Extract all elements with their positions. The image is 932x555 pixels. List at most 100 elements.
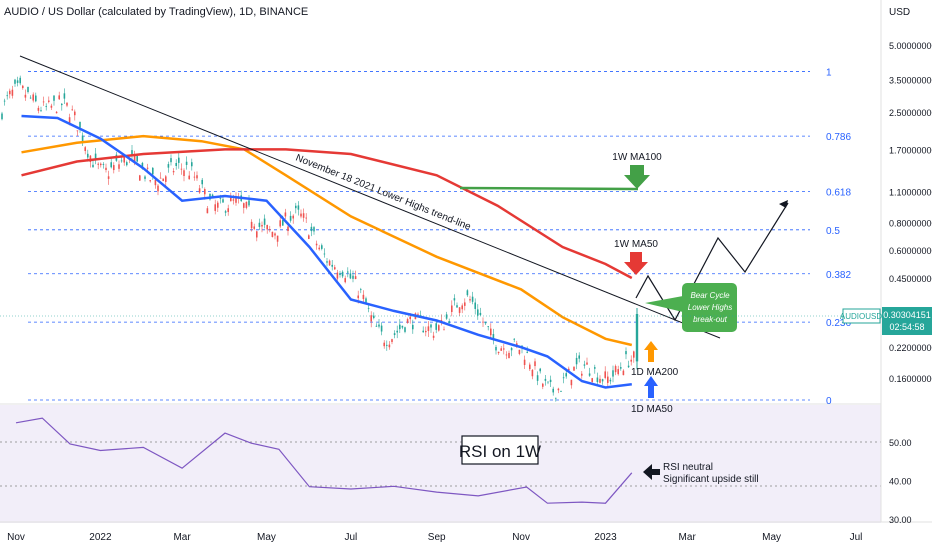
- candle-body: [622, 370, 625, 376]
- candle-body: [557, 388, 560, 391]
- candle-body: [347, 271, 349, 273]
- candle-body: [146, 167, 149, 169]
- time-tick-label: May: [257, 532, 276, 543]
- candle-body: [370, 315, 372, 322]
- rsi-tick-label: 30.00: [889, 515, 912, 525]
- candle-body: [560, 391, 562, 392]
- candle-body: [474, 302, 476, 309]
- candle-body: [500, 348, 502, 351]
- candle-body: [68, 117, 71, 124]
- candle-body: [461, 305, 463, 310]
- candle-body: [42, 101, 45, 103]
- candle-body: [227, 208, 229, 213]
- candle-body: [196, 175, 198, 179]
- candle-body: [55, 111, 58, 114]
- candle-body: [22, 85, 24, 89]
- candle-body: [490, 328, 492, 336]
- candle-body: [471, 296, 474, 302]
- candle-body: [526, 351, 528, 353]
- rsi-line: [15, 417, 633, 504]
- time-tick-label: 2023: [594, 532, 617, 543]
- candle-body: [630, 359, 632, 362]
- candle-body: [313, 227, 315, 232]
- candle-body: [6, 95, 8, 97]
- candle-body: [625, 351, 627, 355]
- candle-body: [282, 220, 284, 226]
- candle-body: [367, 307, 370, 309]
- candle-body: [167, 164, 170, 168]
- candle-body: [157, 185, 159, 192]
- candle-body: [284, 212, 287, 217]
- candle-body: [32, 94, 34, 101]
- candle-body: [61, 103, 63, 106]
- candle-body: [232, 199, 235, 201]
- candle-body: [547, 381, 549, 383]
- candle-body: [612, 370, 614, 377]
- ma200d-label: 1D MA200: [631, 367, 679, 378]
- candle-body: [349, 273, 352, 279]
- candle-body: [279, 220, 281, 227]
- candle-body: [159, 177, 162, 179]
- candle-body: [204, 189, 206, 195]
- price-axis-unit: USD: [889, 7, 910, 18]
- candle-body: [269, 229, 271, 230]
- candle-body: [40, 110, 42, 112]
- candle-body: [123, 156, 125, 163]
- candle-body: [430, 324, 432, 328]
- candle-body: [185, 161, 188, 165]
- candle-body: [206, 208, 209, 214]
- time-tick-label: Nov: [512, 532, 530, 543]
- candle-body: [71, 109, 73, 111]
- breakout-callout: Bear Cycle Lower Highs break-out: [645, 283, 737, 332]
- fib-label: 0.618: [826, 187, 851, 198]
- candle-body: [3, 100, 6, 102]
- fib-label: 0.786: [826, 132, 851, 143]
- candle-body: [102, 164, 105, 165]
- price-tick-label: 0.16000000: [889, 374, 932, 384]
- candle-body: [375, 325, 378, 327]
- candle-body: [586, 362, 588, 365]
- candle-body: [87, 153, 89, 158]
- price-tag-countdown: 02:54:58: [889, 322, 924, 332]
- candle-body: [35, 95, 37, 102]
- price-tick-label: 0.45000000: [889, 274, 932, 284]
- candle-body: [401, 325, 404, 328]
- candle-body: [417, 313, 419, 315]
- candle-body: [596, 377, 599, 383]
- time-tick-label: Jul: [850, 532, 863, 543]
- candle-body: [328, 260, 331, 266]
- candle-body: [1, 113, 3, 120]
- candle-body: [323, 253, 326, 255]
- candle-body: [193, 176, 196, 178]
- ma50w-arrow-icon: [624, 252, 648, 275]
- callout-pointer: [645, 296, 683, 312]
- candle-body: [386, 344, 388, 346]
- candle-body: [27, 86, 29, 93]
- candle-body: [266, 224, 268, 230]
- candle-body: [391, 339, 393, 342]
- candle-body: [50, 105, 53, 108]
- candle-body: [165, 176, 167, 182]
- candle-body: [529, 364, 531, 370]
- candle-body: [373, 315, 375, 319]
- candle-body: [497, 351, 500, 354]
- fib-label: 0.382: [826, 270, 851, 281]
- candle-body: [58, 95, 60, 100]
- rsi-tick-label: 40.00: [889, 477, 912, 487]
- candle-body: [289, 215, 292, 221]
- candle-body: [76, 130, 79, 132]
- candle-body: [162, 178, 164, 182]
- ma-1w-50-line: [21, 148, 633, 280]
- candle-body: [310, 226, 313, 232]
- candle-body: [362, 294, 365, 300]
- candle-body: [302, 213, 305, 218]
- candle-body: [175, 162, 177, 166]
- candle-body: [250, 221, 253, 229]
- candle-body: [479, 312, 482, 315]
- candle-body: [495, 346, 497, 351]
- time-tick-label: Jul: [344, 532, 357, 543]
- candle-body: [573, 366, 575, 371]
- candle-body: [63, 93, 66, 99]
- symbol-tag: [842, 308, 881, 324]
